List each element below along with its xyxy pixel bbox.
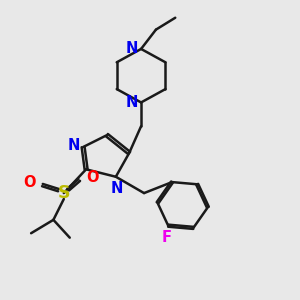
Text: S: S <box>58 184 70 202</box>
Text: O: O <box>23 175 36 190</box>
Text: N: N <box>125 95 137 110</box>
Text: O: O <box>86 170 98 185</box>
Text: N: N <box>125 41 137 56</box>
Text: N: N <box>111 181 124 196</box>
Text: N: N <box>68 138 80 153</box>
Text: F: F <box>162 230 172 245</box>
